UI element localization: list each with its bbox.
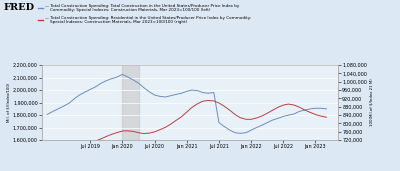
Legend: — Total Construction Spending: Total Construction in the United States/Producer : — Total Construction Spending: Total Con…: [38, 4, 251, 24]
Text: FRED: FRED: [4, 3, 35, 12]
Y-axis label: 100(Mil.of $/Index 21 M): 100(Mil.of $/Index 21 M): [370, 79, 374, 127]
Bar: [122, 65, 138, 140]
Y-axis label: Mil. of $/(Index/100): Mil. of $/(Index/100): [6, 83, 10, 122]
